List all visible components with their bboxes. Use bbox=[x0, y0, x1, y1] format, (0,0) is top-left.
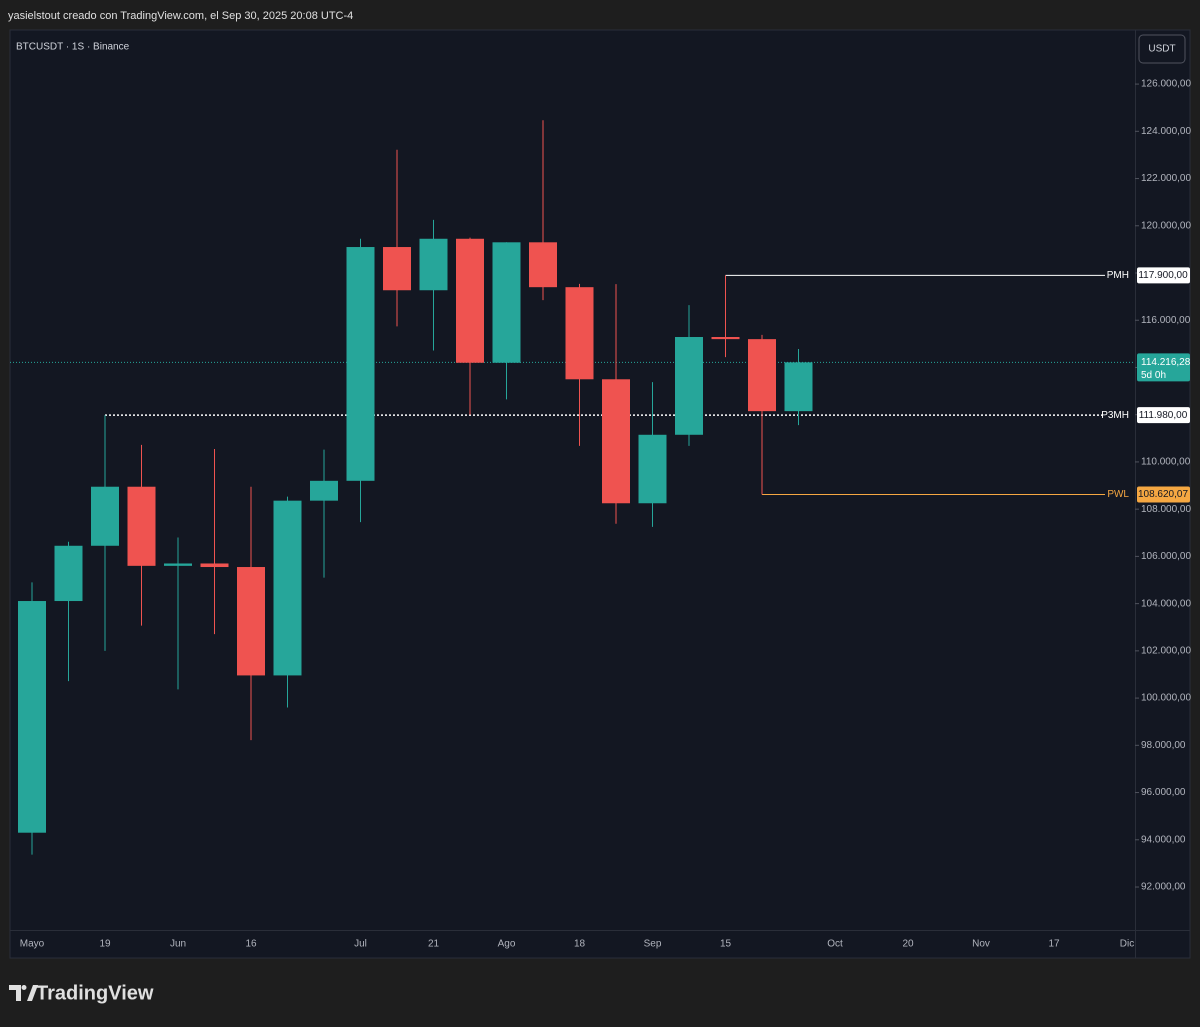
x-tick-label: 20 bbox=[902, 939, 914, 950]
x-tick-label: 18 bbox=[574, 939, 586, 950]
candle-body bbox=[492, 242, 521, 363]
y-tick-label: 92.000,00 bbox=[1141, 882, 1186, 893]
x-tick-label: Sep bbox=[644, 939, 662, 950]
x-tick-label: 19 bbox=[99, 939, 111, 950]
y-tick-label: 102.000,00 bbox=[1141, 646, 1191, 657]
level-price-box bbox=[1137, 407, 1190, 424]
y-tick-label: 110.000,00 bbox=[1141, 457, 1191, 468]
y-tick-label: 122.000,00 bbox=[1141, 173, 1191, 184]
y-tick-label: 126.000,00 bbox=[1141, 79, 1191, 90]
candle-body bbox=[18, 601, 46, 833]
candle-body bbox=[529, 242, 557, 288]
level-name: PWL bbox=[1107, 489, 1129, 500]
candle-body bbox=[310, 480, 338, 501]
candle-body bbox=[237, 567, 265, 676]
last-price-label: 114.216,28 bbox=[1141, 357, 1191, 368]
x-tick-label: 16 bbox=[245, 939, 257, 950]
candle-body bbox=[200, 563, 229, 568]
candle-body bbox=[54, 545, 83, 602]
countdown-label: 5d 0h bbox=[1141, 370, 1166, 381]
candle-body bbox=[638, 434, 667, 504]
x-tick-label: 15 bbox=[720, 939, 732, 950]
chart-panel bbox=[9, 29, 1191, 959]
x-tick-label: Mayo bbox=[20, 939, 45, 950]
candle-body bbox=[419, 238, 448, 291]
x-tick-label: 21 bbox=[428, 939, 440, 950]
candle-body bbox=[456, 238, 484, 363]
logo-icon bbox=[9, 985, 21, 1001]
y-tick-label: 120.000,00 bbox=[1141, 220, 1191, 231]
logo-icon bbox=[27, 985, 38, 1001]
candle-body bbox=[675, 337, 703, 435]
currency-button[interactable] bbox=[1138, 34, 1186, 64]
x-tick-label: Ago bbox=[498, 939, 516, 950]
candle-body bbox=[784, 362, 813, 412]
y-tick-label: 100.000,00 bbox=[1141, 693, 1191, 704]
y-tick-label: 108.000,00 bbox=[1141, 504, 1191, 515]
level-price-label: 111.980,00 bbox=[1139, 410, 1188, 421]
x-tick-label: Oct bbox=[827, 939, 843, 950]
x-tick-label: Nov bbox=[972, 939, 990, 950]
x-tick-label: 17 bbox=[1048, 939, 1060, 950]
level-price-box bbox=[1137, 267, 1190, 284]
level-name: PMH bbox=[1107, 270, 1129, 281]
level-price-label: 117.900,00 bbox=[1138, 270, 1188, 281]
x-tick-label: Jun bbox=[170, 939, 186, 950]
y-tick-label: 96.000,00 bbox=[1141, 787, 1186, 798]
candle-body bbox=[91, 486, 119, 546]
currency-label: USDT bbox=[1148, 44, 1175, 55]
candle-body bbox=[602, 379, 630, 504]
candle-body bbox=[346, 247, 375, 481]
candle-body bbox=[748, 339, 776, 412]
level-price-label: 108.620,07 bbox=[1138, 489, 1188, 500]
symbol-label: BTCUSDT · 1S · Binance bbox=[16, 42, 130, 53]
header-text: yasielstout creado con TradingView.com, … bbox=[8, 10, 353, 22]
last-price-box bbox=[1137, 353, 1190, 382]
y-tick-label: 98.000,00 bbox=[1141, 740, 1186, 751]
candle-body bbox=[273, 500, 302, 676]
candle-body bbox=[565, 287, 594, 380]
x-tick-label: Jul bbox=[354, 939, 367, 950]
level-name: P3MH bbox=[1101, 410, 1129, 421]
level-price-box bbox=[1137, 486, 1190, 503]
y-tick-label: 106.000,00 bbox=[1141, 551, 1191, 562]
candle-body bbox=[711, 337, 740, 340]
y-tick-label: 94.000,00 bbox=[1141, 834, 1186, 845]
x-tick-label: Dic bbox=[1120, 939, 1134, 950]
brand-name: TradingView bbox=[36, 982, 154, 1004]
y-tick-label: 124.000,00 bbox=[1141, 126, 1191, 137]
brand-logo bbox=[9, 985, 38, 1001]
y-tick-label: 104.000,00 bbox=[1141, 598, 1191, 609]
candle-body bbox=[164, 563, 192, 566]
y-tick-label: 116.000,00 bbox=[1141, 315, 1191, 326]
candle-body bbox=[383, 247, 411, 291]
candle-body bbox=[127, 486, 156, 566]
logo-icon bbox=[21, 985, 27, 990]
